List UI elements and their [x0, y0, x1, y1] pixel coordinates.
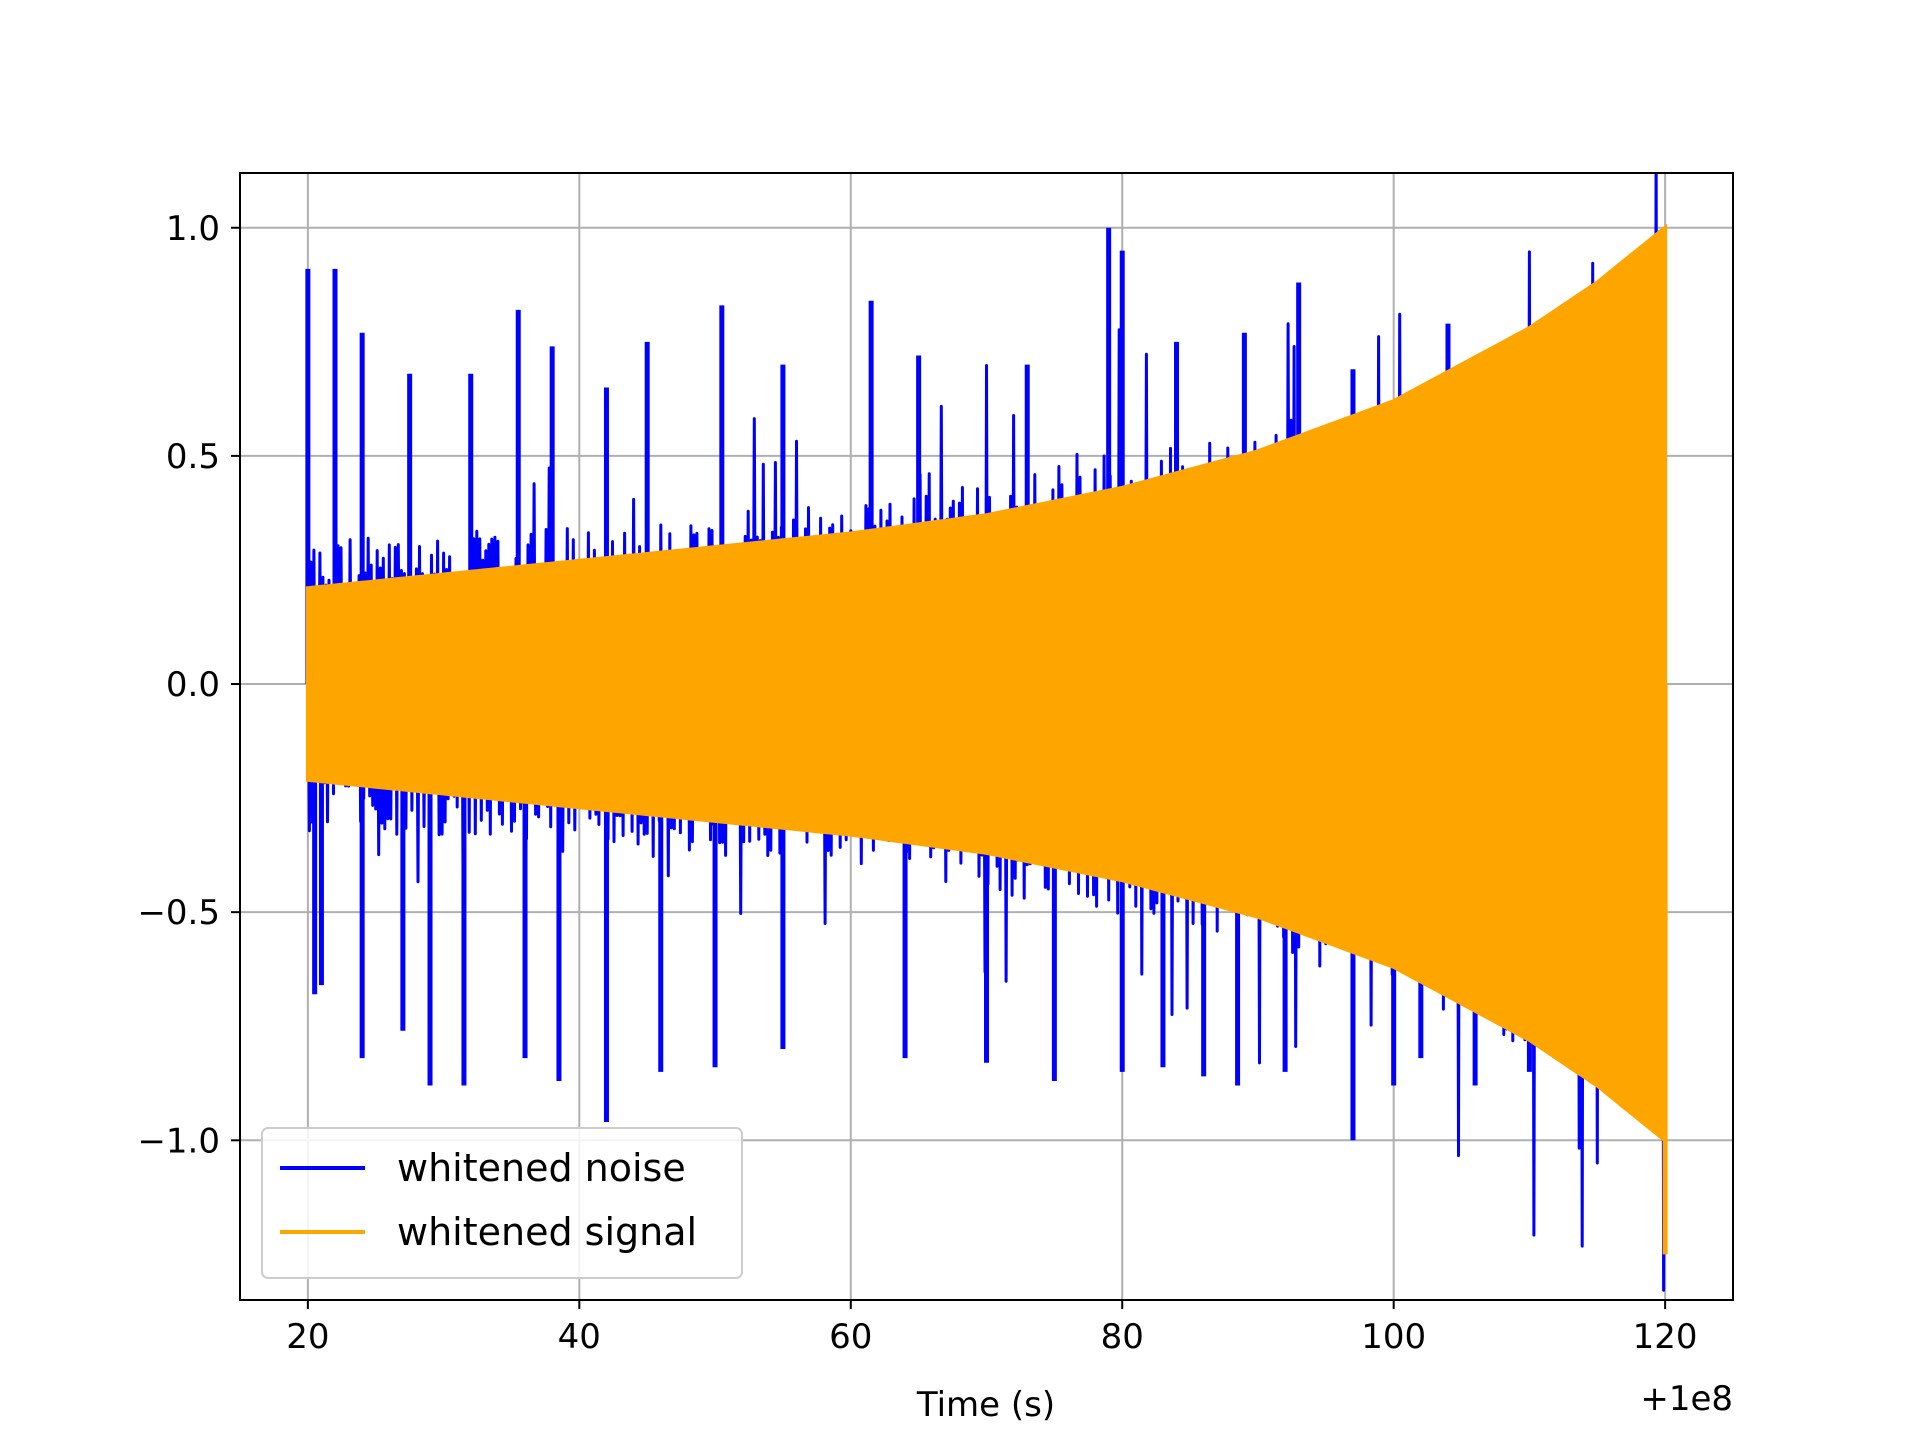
- plot-frame: [239, 172, 1734, 1301]
- x-tick-label: 60: [829, 1317, 872, 1357]
- y-tick-label: 0.0: [166, 665, 220, 705]
- ticks: 20 40 60 80 100 120 1.0 0.5 0.0 −0.5 −1.0: [137, 209, 1697, 1357]
- x-tick-label: 80: [1101, 1317, 1144, 1357]
- legend: whitened noise whitened signal: [261, 1127, 743, 1279]
- legend-box: [261, 1127, 743, 1279]
- x-offset-label: +1e8: [1640, 1379, 1733, 1419]
- y-tick-label: 1.0: [166, 209, 220, 249]
- legend-label-noise: whitened noise: [397, 1146, 686, 1190]
- series-layer: [305, 173, 1668, 1292]
- y-tick-label: 0.5: [166, 437, 220, 477]
- x-tick-label: 20: [286, 1317, 329, 1357]
- y-tick-label: −1.0: [137, 1121, 220, 1161]
- y-tick-label: −0.5: [137, 893, 220, 933]
- legend-label-signal: whitened signal: [397, 1210, 697, 1254]
- x-tick-label: 100: [1361, 1317, 1426, 1357]
- x-axis-label: Time (s): [916, 1385, 1055, 1425]
- x-tick-label: 40: [558, 1317, 601, 1357]
- x-tick-label: 120: [1633, 1317, 1698, 1357]
